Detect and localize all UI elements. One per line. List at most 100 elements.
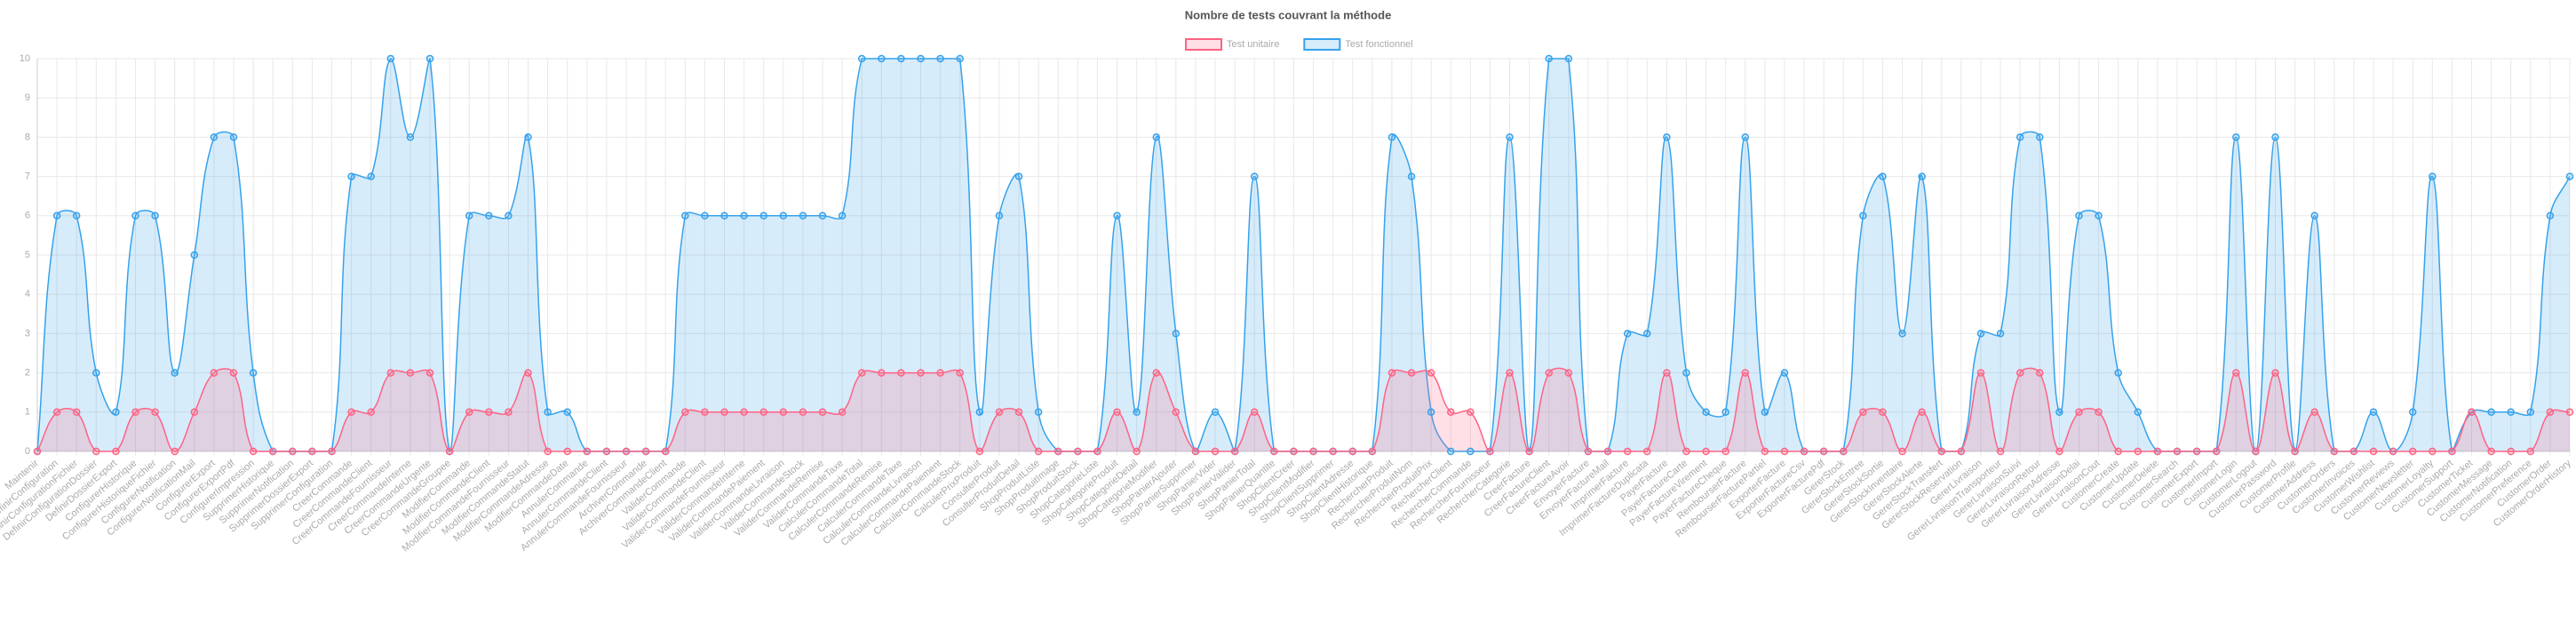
point xyxy=(112,447,120,456)
point xyxy=(1859,211,1867,220)
point xyxy=(1348,447,1357,456)
point xyxy=(131,211,139,220)
point xyxy=(1937,447,1946,456)
point xyxy=(1918,408,1926,417)
point xyxy=(2232,369,2240,377)
point xyxy=(1427,408,1435,417)
point xyxy=(92,369,100,377)
point xyxy=(1447,447,1455,456)
point xyxy=(1387,133,1396,141)
point xyxy=(1467,408,1475,417)
point xyxy=(1250,172,1259,180)
point xyxy=(799,211,807,220)
point xyxy=(1761,447,1769,456)
point xyxy=(1447,408,1455,417)
point xyxy=(2153,447,2162,456)
point xyxy=(544,408,552,417)
point xyxy=(1230,447,1239,456)
point xyxy=(1407,369,1416,377)
y-tick-label: 2 xyxy=(25,368,30,379)
point xyxy=(878,54,886,63)
point xyxy=(2408,408,2417,417)
point xyxy=(2114,447,2122,456)
point xyxy=(602,447,611,456)
legend-swatch xyxy=(1185,38,1222,51)
point xyxy=(2252,447,2260,456)
point xyxy=(2330,447,2339,456)
point xyxy=(1682,369,1690,377)
point xyxy=(2408,447,2417,456)
point xyxy=(1525,447,1533,456)
point xyxy=(171,447,179,456)
point xyxy=(1879,408,1887,417)
point xyxy=(2075,211,2083,220)
point xyxy=(2487,447,2495,456)
legend: Test unitaire Test fonctionnel xyxy=(1185,38,1413,51)
point xyxy=(190,408,199,417)
point xyxy=(485,408,493,417)
point xyxy=(2565,172,2574,180)
point xyxy=(367,408,375,417)
point xyxy=(2271,133,2279,141)
legend-label: Test unitaire xyxy=(1227,39,1279,50)
point xyxy=(1368,447,1377,456)
y-tick-label: 10 xyxy=(20,53,30,64)
point xyxy=(33,447,42,456)
y-tick-label: 9 xyxy=(25,92,30,103)
point xyxy=(2291,447,2299,456)
point xyxy=(1387,369,1396,377)
point xyxy=(2565,408,2574,417)
point xyxy=(1290,447,1298,456)
point xyxy=(151,211,159,220)
point xyxy=(1133,408,1141,417)
point xyxy=(2036,369,2044,377)
point xyxy=(1800,447,1809,456)
point xyxy=(1721,408,1729,417)
point xyxy=(1957,447,1966,456)
point xyxy=(2468,408,2476,417)
point xyxy=(956,54,964,63)
point xyxy=(975,408,984,417)
point xyxy=(779,211,788,220)
point xyxy=(1545,54,1554,63)
point xyxy=(2448,447,2456,456)
point xyxy=(2134,408,2143,417)
point xyxy=(720,408,728,417)
point xyxy=(1721,447,1729,456)
point xyxy=(2173,447,2182,456)
point xyxy=(2055,447,2063,456)
point xyxy=(1014,172,1023,180)
point xyxy=(1564,54,1573,63)
point xyxy=(1819,447,1828,456)
point xyxy=(1643,447,1651,456)
legend-swatch xyxy=(1303,38,1341,51)
point xyxy=(1467,447,1475,456)
point xyxy=(2095,211,2103,220)
point xyxy=(1702,408,1710,417)
point xyxy=(1407,172,1416,180)
point xyxy=(2526,447,2535,456)
point xyxy=(2349,447,2358,456)
point xyxy=(485,211,493,220)
point xyxy=(347,172,355,180)
point xyxy=(1761,408,1769,417)
point xyxy=(1506,369,1514,377)
point xyxy=(347,408,355,417)
point xyxy=(1976,330,1985,338)
point xyxy=(1211,408,1220,417)
y-tick-label: 4 xyxy=(25,289,30,299)
point xyxy=(1564,369,1573,377)
line xyxy=(36,367,2571,452)
y-tick-label: 6 xyxy=(25,211,30,221)
point xyxy=(917,54,925,63)
point xyxy=(1741,133,1750,141)
point xyxy=(249,369,258,377)
point xyxy=(1211,447,1220,456)
point xyxy=(2192,447,2201,456)
point xyxy=(563,408,571,417)
point xyxy=(740,408,748,417)
point xyxy=(465,408,473,417)
point xyxy=(1250,408,1259,417)
point xyxy=(445,447,454,456)
